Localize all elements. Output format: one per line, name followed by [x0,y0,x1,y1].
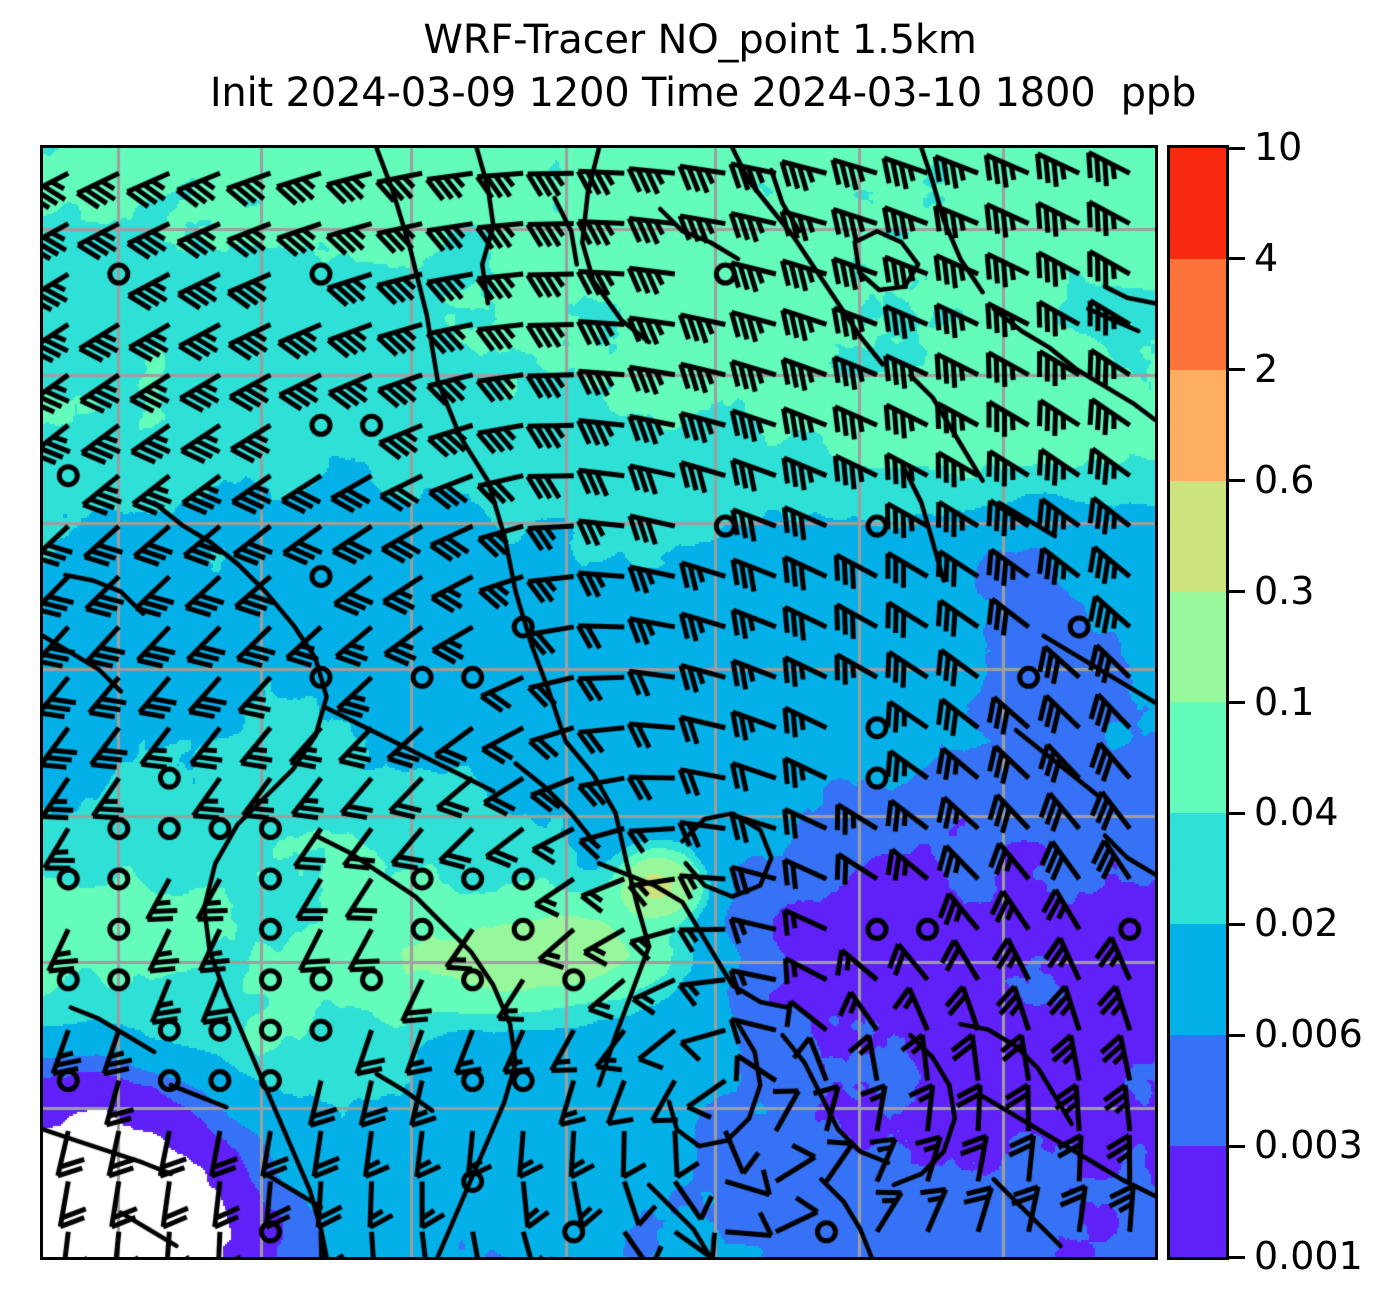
tick-mark-icon [1229,701,1245,704]
colorbar-tick-labels: 10 4 2 0.6 0.3 0.1 0.04 0.02 0.006 0.003 0.001 [1229,125,1399,1278]
colorbar-tick-label: 4 [1254,235,1279,280]
colorbar-tick-label: 0.3 [1254,568,1315,613]
colorbar-band [1170,591,1226,703]
tracer-concentration-field [43,148,1155,1257]
colorbar-tick-label: 0.02 [1254,901,1339,946]
colorbar-tick-label: 2 [1254,346,1279,391]
colorbar-band [1170,1146,1226,1257]
tick-mark-icon [1229,368,1245,372]
colorbar-band [1170,1035,1226,1147]
colorbar-tick-label: 10 [1254,125,1303,169]
map-plot-area[interactable] [40,145,1158,1260]
colorbar-band [1170,924,1226,1036]
colorbar-band [1170,369,1226,481]
tick-mark-icon [1229,479,1245,483]
colorbar-tick-label: 0.04 [1254,790,1339,835]
colorbar-tick-label: 0.6 [1254,457,1315,502]
tick-mark-icon [1229,146,1245,150]
colorbar-band [1170,813,1226,925]
colorbar-tick-label: 0.1 [1254,679,1315,724]
tick-mark-icon [1229,1033,1245,1037]
colorbar-band [1170,702,1226,814]
tick-mark-icon [1229,811,1245,815]
colorbar-band [1170,480,1226,592]
colorbar-tick-label: 0.006 [1254,1012,1363,1057]
tick-mark-icon [1229,1144,1245,1148]
tick-mark-icon [1229,590,1245,594]
title-line-1: WRF-Tracer NO_point 1.5km [423,17,977,63]
colorbar-band [1170,148,1226,259]
colorbar-tick-label: 0.003 [1254,1123,1363,1168]
tick-mark-icon [1229,257,1245,261]
tick-mark-icon [1229,1255,1245,1259]
title-line-2: Init 2024-03-09 1200 Time 2024-03-10 180… [209,69,1197,116]
colorbar[interactable] [1167,145,1229,1260]
page-title: WRF-Tracer NO_point 1.5km Init 2024-03-0… [0,14,1400,120]
colorbar-band [1170,258,1226,370]
colorbar-tick-label: 0.001 [1254,1234,1363,1278]
tick-mark-icon [1229,922,1245,926]
